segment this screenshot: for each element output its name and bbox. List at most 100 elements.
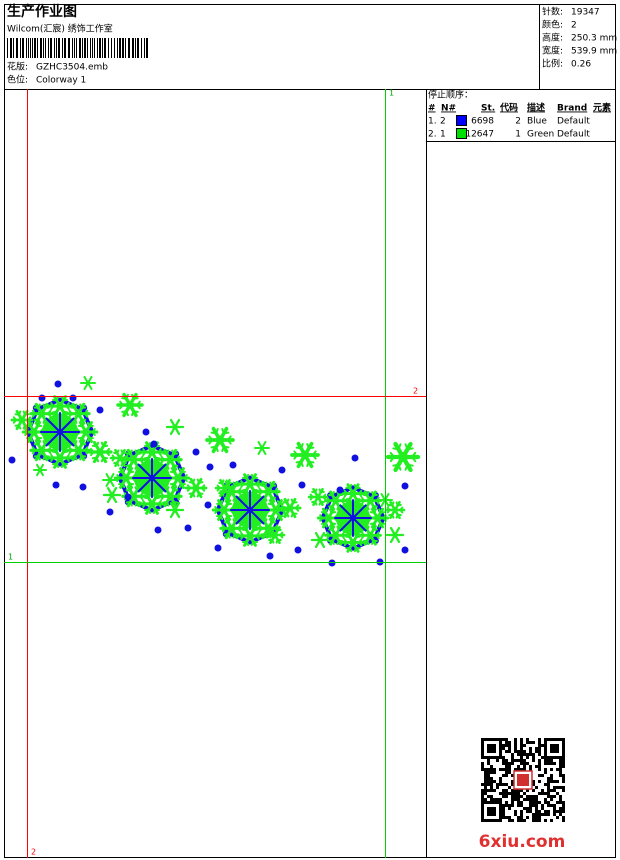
flake-branch bbox=[154, 508, 160, 512]
blue-dot bbox=[124, 493, 132, 501]
qr-cell bbox=[502, 804, 505, 807]
flake-branch bbox=[124, 454, 129, 459]
flake-branch bbox=[337, 539, 344, 543]
flake-branch bbox=[83, 446, 89, 452]
qr-cell bbox=[520, 738, 523, 741]
qr-cell bbox=[562, 816, 565, 819]
flake-center bbox=[74, 446, 82, 454]
qr-cell bbox=[508, 744, 511, 747]
qr-cell bbox=[508, 771, 511, 774]
flake-branch bbox=[147, 508, 152, 515]
barcode-bar bbox=[132, 38, 134, 58]
blue-dot bbox=[278, 466, 286, 474]
qr-cell bbox=[514, 768, 517, 771]
qr-cell bbox=[487, 768, 490, 771]
qr-cell bbox=[547, 780, 550, 783]
flake-branch bbox=[50, 456, 55, 462]
barcode-bar bbox=[79, 38, 81, 58]
qr-cell bbox=[520, 795, 523, 798]
flake-branch bbox=[319, 517, 324, 522]
flake-center bbox=[220, 506, 228, 514]
flake-center bbox=[192, 484, 200, 492]
qr-cell bbox=[490, 795, 493, 798]
qr-cell bbox=[538, 801, 541, 804]
qr-cell bbox=[562, 786, 565, 789]
qr-cell bbox=[520, 747, 523, 750]
star-spoke bbox=[151, 477, 167, 493]
qr-cell bbox=[502, 807, 505, 810]
qr-cell bbox=[526, 798, 529, 801]
qr-cell bbox=[556, 816, 559, 819]
qr-cell bbox=[481, 765, 484, 768]
flake-branch bbox=[125, 452, 132, 456]
qr-cell bbox=[508, 819, 511, 822]
qr-cell bbox=[556, 768, 559, 771]
qr-cell bbox=[511, 795, 514, 798]
qr-cell bbox=[532, 801, 535, 804]
flake-branch bbox=[166, 464, 170, 470]
qr-cell bbox=[481, 792, 484, 795]
qr-cell bbox=[535, 816, 538, 819]
barcode-bar bbox=[74, 38, 75, 58]
flake-branch bbox=[102, 456, 109, 460]
qr-cell bbox=[532, 759, 535, 762]
flake-branch bbox=[271, 538, 275, 544]
barcode-bar bbox=[76, 38, 77, 58]
flake-branch bbox=[221, 428, 225, 435]
flake-branch bbox=[320, 511, 327, 514]
star-spoke bbox=[45, 431, 61, 447]
star-spoke bbox=[59, 417, 75, 433]
flake-branch bbox=[125, 489, 132, 492]
qr-cell bbox=[529, 747, 532, 750]
qr-cell bbox=[529, 768, 532, 771]
flake-center bbox=[74, 410, 82, 418]
qr-cell bbox=[562, 762, 565, 765]
qr-cell bbox=[484, 774, 487, 777]
design-label: 花版: bbox=[7, 61, 28, 73]
flake-branch bbox=[80, 454, 87, 458]
page-border bbox=[4, 4, 616, 858]
blue-dot bbox=[142, 428, 150, 436]
qr-cell bbox=[550, 780, 553, 783]
qr-cell bbox=[514, 798, 517, 801]
qr-cell bbox=[511, 798, 514, 801]
qr-finder bbox=[481, 801, 502, 822]
flake-branch bbox=[22, 410, 26, 416]
barcode-bar bbox=[82, 38, 83, 58]
barcode-bar bbox=[137, 38, 139, 58]
qr-cell bbox=[523, 798, 526, 801]
qr-cell bbox=[553, 786, 556, 789]
qr-cell bbox=[502, 759, 505, 762]
qr-cell bbox=[511, 774, 514, 777]
flake-branch bbox=[175, 492, 181, 498]
qr-cell bbox=[541, 804, 544, 807]
flake-branch bbox=[95, 456, 100, 463]
qr-cell bbox=[529, 795, 532, 798]
flake-center bbox=[82, 428, 90, 436]
qr-cell bbox=[550, 804, 553, 807]
star-spoke bbox=[235, 509, 251, 525]
flake-center bbox=[122, 474, 130, 482]
blue-dot bbox=[54, 380, 62, 388]
qr-cell bbox=[514, 750, 517, 753]
flake-branch bbox=[29, 436, 34, 443]
qr-cell bbox=[514, 759, 517, 762]
flake-center bbox=[222, 485, 228, 491]
stat-value: 19347 bbox=[571, 8, 600, 18]
flake-branch bbox=[136, 400, 141, 406]
qr-cell bbox=[487, 789, 490, 792]
qr-cell bbox=[532, 789, 535, 792]
qr-cell bbox=[484, 771, 487, 774]
qr-cell bbox=[562, 780, 565, 783]
qr-cell bbox=[481, 768, 484, 771]
flake-branch bbox=[242, 528, 248, 532]
flake-branch bbox=[68, 412, 73, 418]
row-index: 1. bbox=[428, 117, 437, 127]
flake-branch bbox=[188, 481, 194, 484]
row-index: 2. bbox=[428, 130, 437, 140]
flake-branch bbox=[157, 448, 162, 454]
qr-cell bbox=[535, 807, 538, 810]
qr-cell bbox=[520, 762, 523, 765]
flake-branch bbox=[52, 398, 58, 402]
qr-cell bbox=[541, 813, 544, 816]
